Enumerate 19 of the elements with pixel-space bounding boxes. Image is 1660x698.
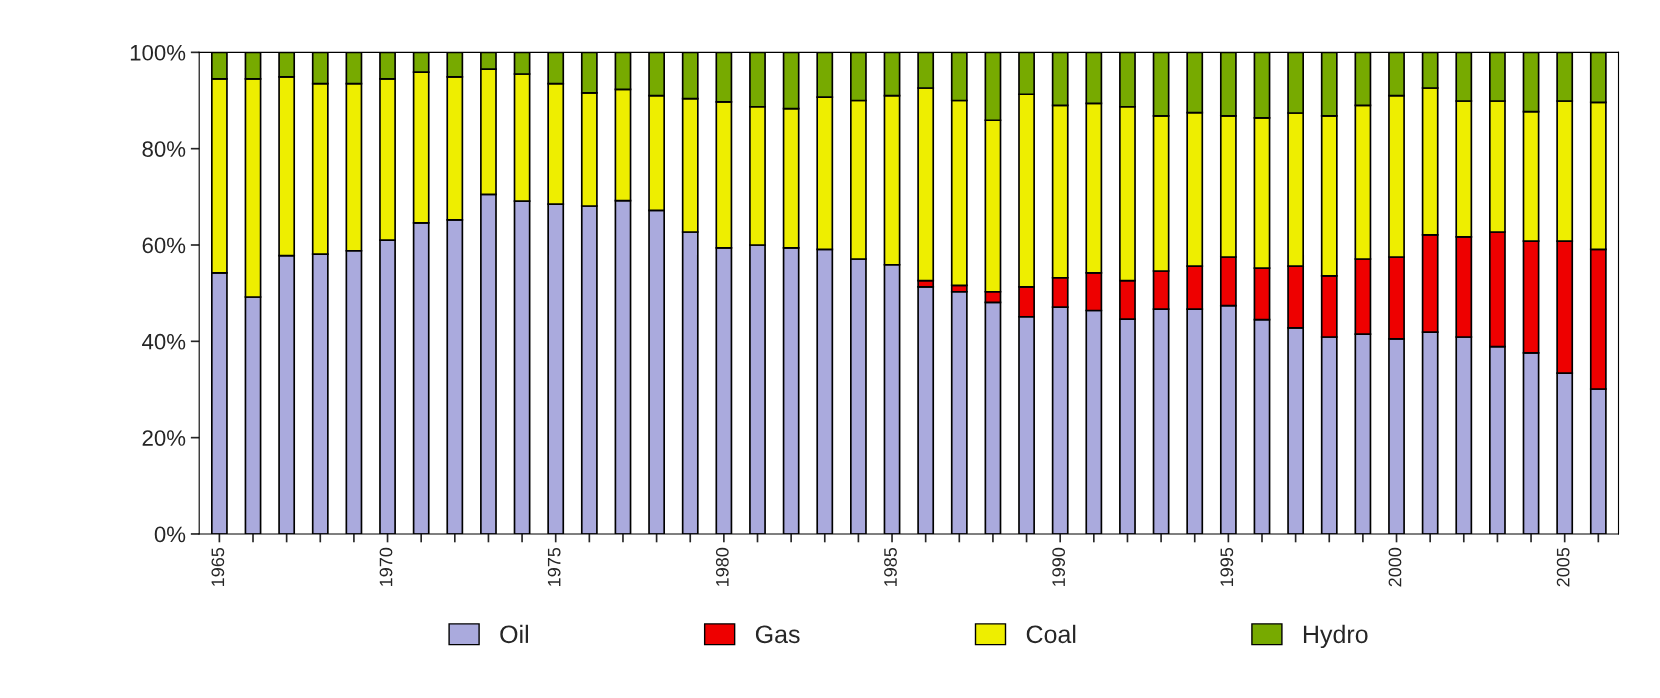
y-tick-label: 80% bbox=[142, 141, 186, 157]
x-tick-label: 1975 bbox=[547, 547, 561, 586]
y-tick-label: 60% bbox=[142, 237, 186, 254]
x-tick-label: 1980 bbox=[715, 547, 729, 586]
y-tick-label: 20% bbox=[142, 430, 186, 446]
y-tick-label: 40% bbox=[142, 333, 186, 350]
x-tick-label: 1990 bbox=[1052, 547, 1066, 586]
x-tick-label: 1985 bbox=[884, 547, 897, 586]
legend-label: Coal bbox=[1026, 624, 1076, 644]
y-tick-label: 100% bbox=[130, 44, 186, 61]
x-tick-label: 1995 bbox=[1220, 547, 1234, 586]
legend-label: Oil bbox=[500, 624, 528, 644]
x-tick-label: 1965 bbox=[211, 547, 225, 586]
x-tick-label: 2005 bbox=[1556, 547, 1570, 587]
y-tick-label: 0% bbox=[154, 526, 186, 543]
legend-label: Hydro bbox=[1303, 624, 1368, 649]
x-tick-label: 2000 bbox=[1388, 547, 1402, 587]
x-tick-label: 1970 bbox=[379, 547, 393, 586]
legend-label: Gas bbox=[755, 625, 800, 644]
